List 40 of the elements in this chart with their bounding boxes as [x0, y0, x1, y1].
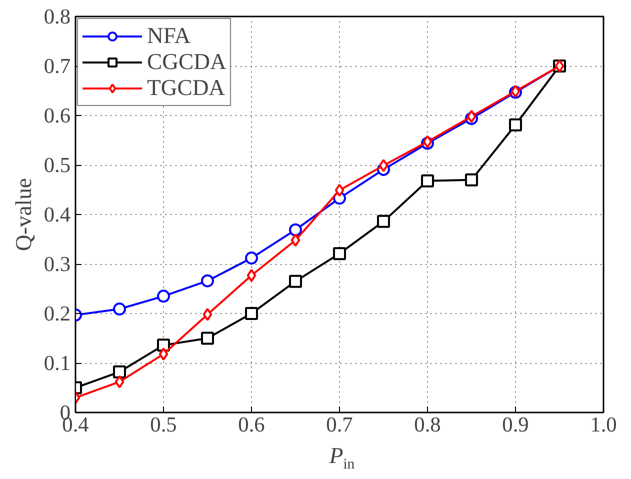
point: [378, 158, 388, 172]
y-tick-label: 0.2: [44, 302, 71, 326]
point: [113, 302, 126, 316]
point: [290, 234, 300, 247]
point: [201, 274, 214, 288]
point: [334, 184, 344, 197]
legend-label: CGCDA: [147, 49, 226, 75]
point: [158, 348, 168, 361]
legend-label: TGCDA: [147, 75, 226, 101]
point: [289, 274, 302, 288]
y-tick-label: 0.8: [44, 4, 71, 28]
point: [201, 332, 214, 345]
point: [421, 174, 434, 188]
x-tick-label: 1.0: [590, 412, 617, 436]
y-axis-title: Q-value: [10, 178, 36, 251]
legend-label: NFA: [147, 23, 191, 49]
y-tick-label: 0.3: [44, 252, 71, 276]
x-axis-title: P$_{in}$: [329, 443, 355, 473]
point: [245, 307, 258, 320]
point: [113, 365, 126, 378]
point: [114, 375, 124, 388]
point: [333, 247, 346, 260]
point: [289, 223, 302, 236]
point: [509, 118, 522, 132]
x-tick-label: 0.7: [326, 412, 354, 436]
point: [465, 173, 478, 186]
point: [246, 268, 256, 282]
point: [202, 308, 212, 321]
y-tick-label: 0.6: [44, 104, 71, 128]
point: [377, 214, 390, 228]
y-tick-label: 0.4: [44, 202, 71, 226]
y-tick-label: 0.5: [44, 153, 71, 177]
x-tick-label: 0.8: [414, 412, 441, 436]
x-tick-label: 0.6: [238, 412, 266, 436]
point: [245, 252, 258, 265]
x-tick-label: 0.5: [150, 412, 177, 436]
x-tick-label: 0.9: [502, 412, 529, 436]
y-tick-label: 0.1: [44, 351, 71, 375]
y-tick-label: 0.7: [44, 54, 71, 78]
point: [157, 290, 170, 303]
